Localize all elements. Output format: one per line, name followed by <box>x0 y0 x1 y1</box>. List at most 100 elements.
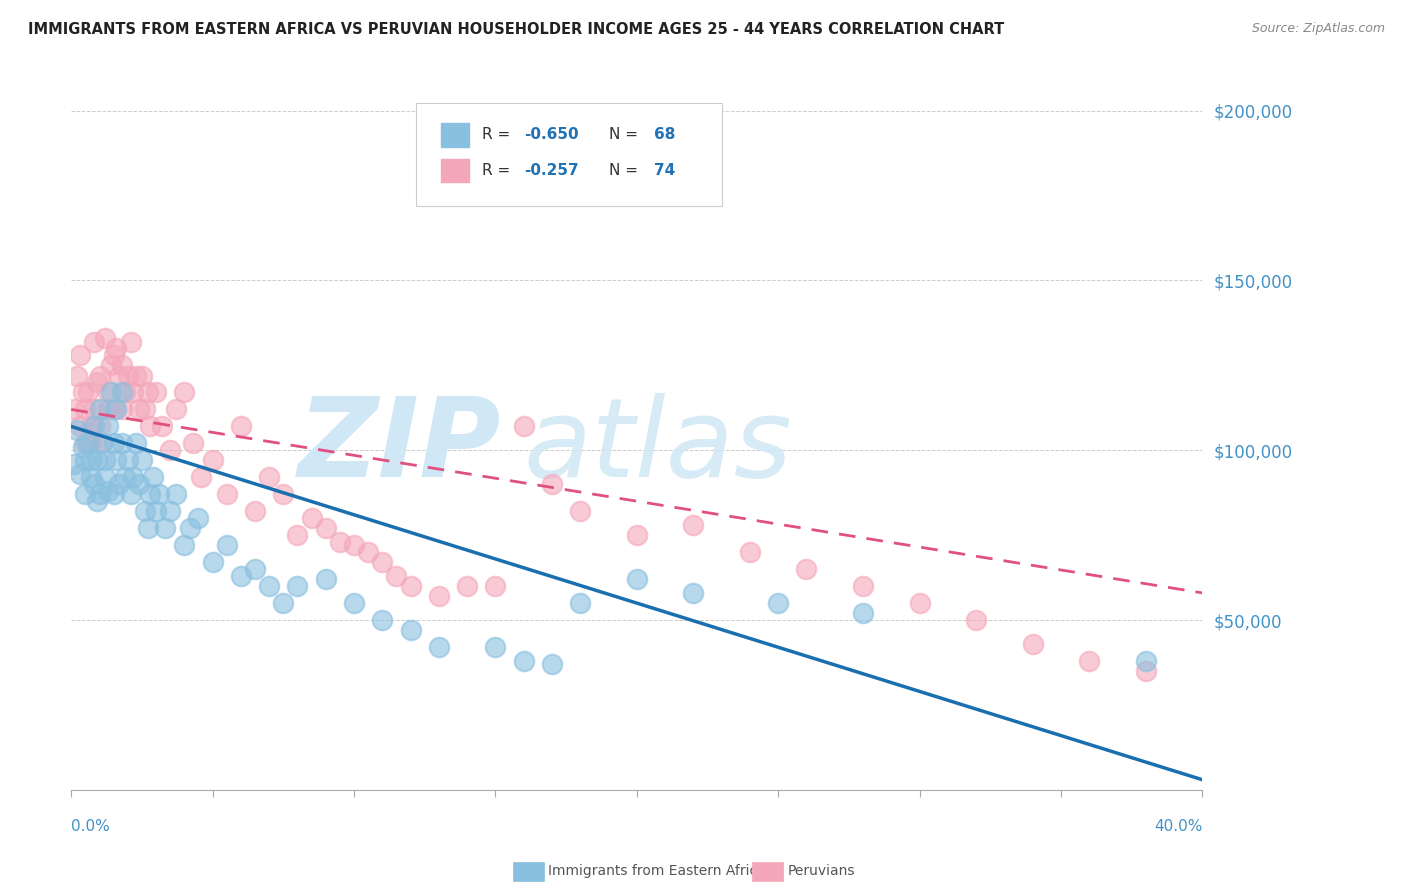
Point <box>117 453 139 467</box>
Point <box>273 487 295 501</box>
Point <box>399 579 422 593</box>
Point <box>122 385 145 400</box>
Point <box>111 402 134 417</box>
Point <box>128 477 150 491</box>
Text: atlas: atlas <box>523 393 793 500</box>
Point <box>179 521 201 535</box>
Point <box>94 453 117 467</box>
Point <box>315 521 337 535</box>
Point <box>103 487 125 501</box>
Point <box>201 453 224 467</box>
Point <box>105 342 128 356</box>
Point <box>80 470 103 484</box>
Point <box>131 453 153 467</box>
Text: 40.0%: 40.0% <box>1154 819 1202 834</box>
Point <box>72 385 94 400</box>
Point <box>114 385 136 400</box>
Point <box>357 545 380 559</box>
Point <box>541 657 564 672</box>
Point <box>111 436 134 450</box>
Point <box>456 579 478 593</box>
Point <box>77 385 100 400</box>
Point <box>91 436 114 450</box>
Point <box>105 453 128 467</box>
Point <box>136 521 159 535</box>
Point <box>626 528 648 542</box>
Point <box>89 419 111 434</box>
Point <box>145 385 167 400</box>
Text: Immigrants from Eastern Africa: Immigrants from Eastern Africa <box>548 864 766 879</box>
Point <box>142 470 165 484</box>
FancyBboxPatch shape <box>416 103 721 206</box>
Point <box>399 624 422 638</box>
Point <box>94 470 117 484</box>
Point <box>75 436 97 450</box>
Point <box>173 538 195 552</box>
Point <box>371 613 394 627</box>
Point <box>1135 664 1157 678</box>
Point <box>83 402 105 417</box>
Text: IMMIGRANTS FROM EASTERN AFRICA VS PERUVIAN HOUSEHOLDER INCOME AGES 25 - 44 YEARS: IMMIGRANTS FROM EASTERN AFRICA VS PERUVI… <box>28 22 1004 37</box>
Point <box>541 477 564 491</box>
Point <box>215 487 238 501</box>
Point <box>134 504 156 518</box>
Point <box>1078 654 1101 668</box>
Text: R =: R = <box>482 163 515 178</box>
Point <box>371 555 394 569</box>
Point <box>66 423 89 437</box>
Point <box>128 402 150 417</box>
Point <box>626 572 648 586</box>
Point <box>111 359 134 373</box>
Text: -0.257: -0.257 <box>523 163 578 178</box>
Point <box>134 402 156 417</box>
Point <box>569 504 592 518</box>
Point <box>215 538 238 552</box>
Point <box>125 436 148 450</box>
Point <box>139 419 162 434</box>
Point <box>201 555 224 569</box>
Point <box>103 348 125 362</box>
Point <box>243 562 266 576</box>
Point <box>187 511 209 525</box>
Point <box>965 613 987 627</box>
Text: ZIP: ZIP <box>298 393 501 500</box>
Text: 68: 68 <box>654 128 675 143</box>
Point <box>229 569 252 583</box>
Point <box>908 596 931 610</box>
Text: 74: 74 <box>654 163 675 178</box>
Point <box>120 334 142 349</box>
Point <box>181 436 204 450</box>
Point <box>257 470 280 484</box>
Point <box>66 368 89 383</box>
Point <box>75 402 97 417</box>
Point <box>77 436 100 450</box>
Point <box>114 470 136 484</box>
Point <box>159 504 181 518</box>
Point <box>122 470 145 484</box>
Text: N =: N = <box>609 128 643 143</box>
Point <box>385 569 408 583</box>
Point <box>165 487 187 501</box>
Point <box>83 334 105 349</box>
Point <box>153 521 176 535</box>
Point <box>682 518 704 533</box>
Point <box>91 436 114 450</box>
Point <box>738 545 761 559</box>
Point <box>1021 637 1043 651</box>
Point <box>257 579 280 593</box>
Point <box>190 470 212 484</box>
Point <box>86 453 108 467</box>
Point <box>139 487 162 501</box>
Point <box>63 457 86 471</box>
Point <box>63 402 86 417</box>
Point <box>83 477 105 491</box>
Point <box>80 453 103 467</box>
Point <box>852 579 875 593</box>
Point <box>136 385 159 400</box>
Point <box>69 419 91 434</box>
Point <box>569 596 592 610</box>
Point <box>100 359 122 373</box>
Point <box>69 467 91 481</box>
Point <box>512 654 534 668</box>
Point <box>229 419 252 434</box>
